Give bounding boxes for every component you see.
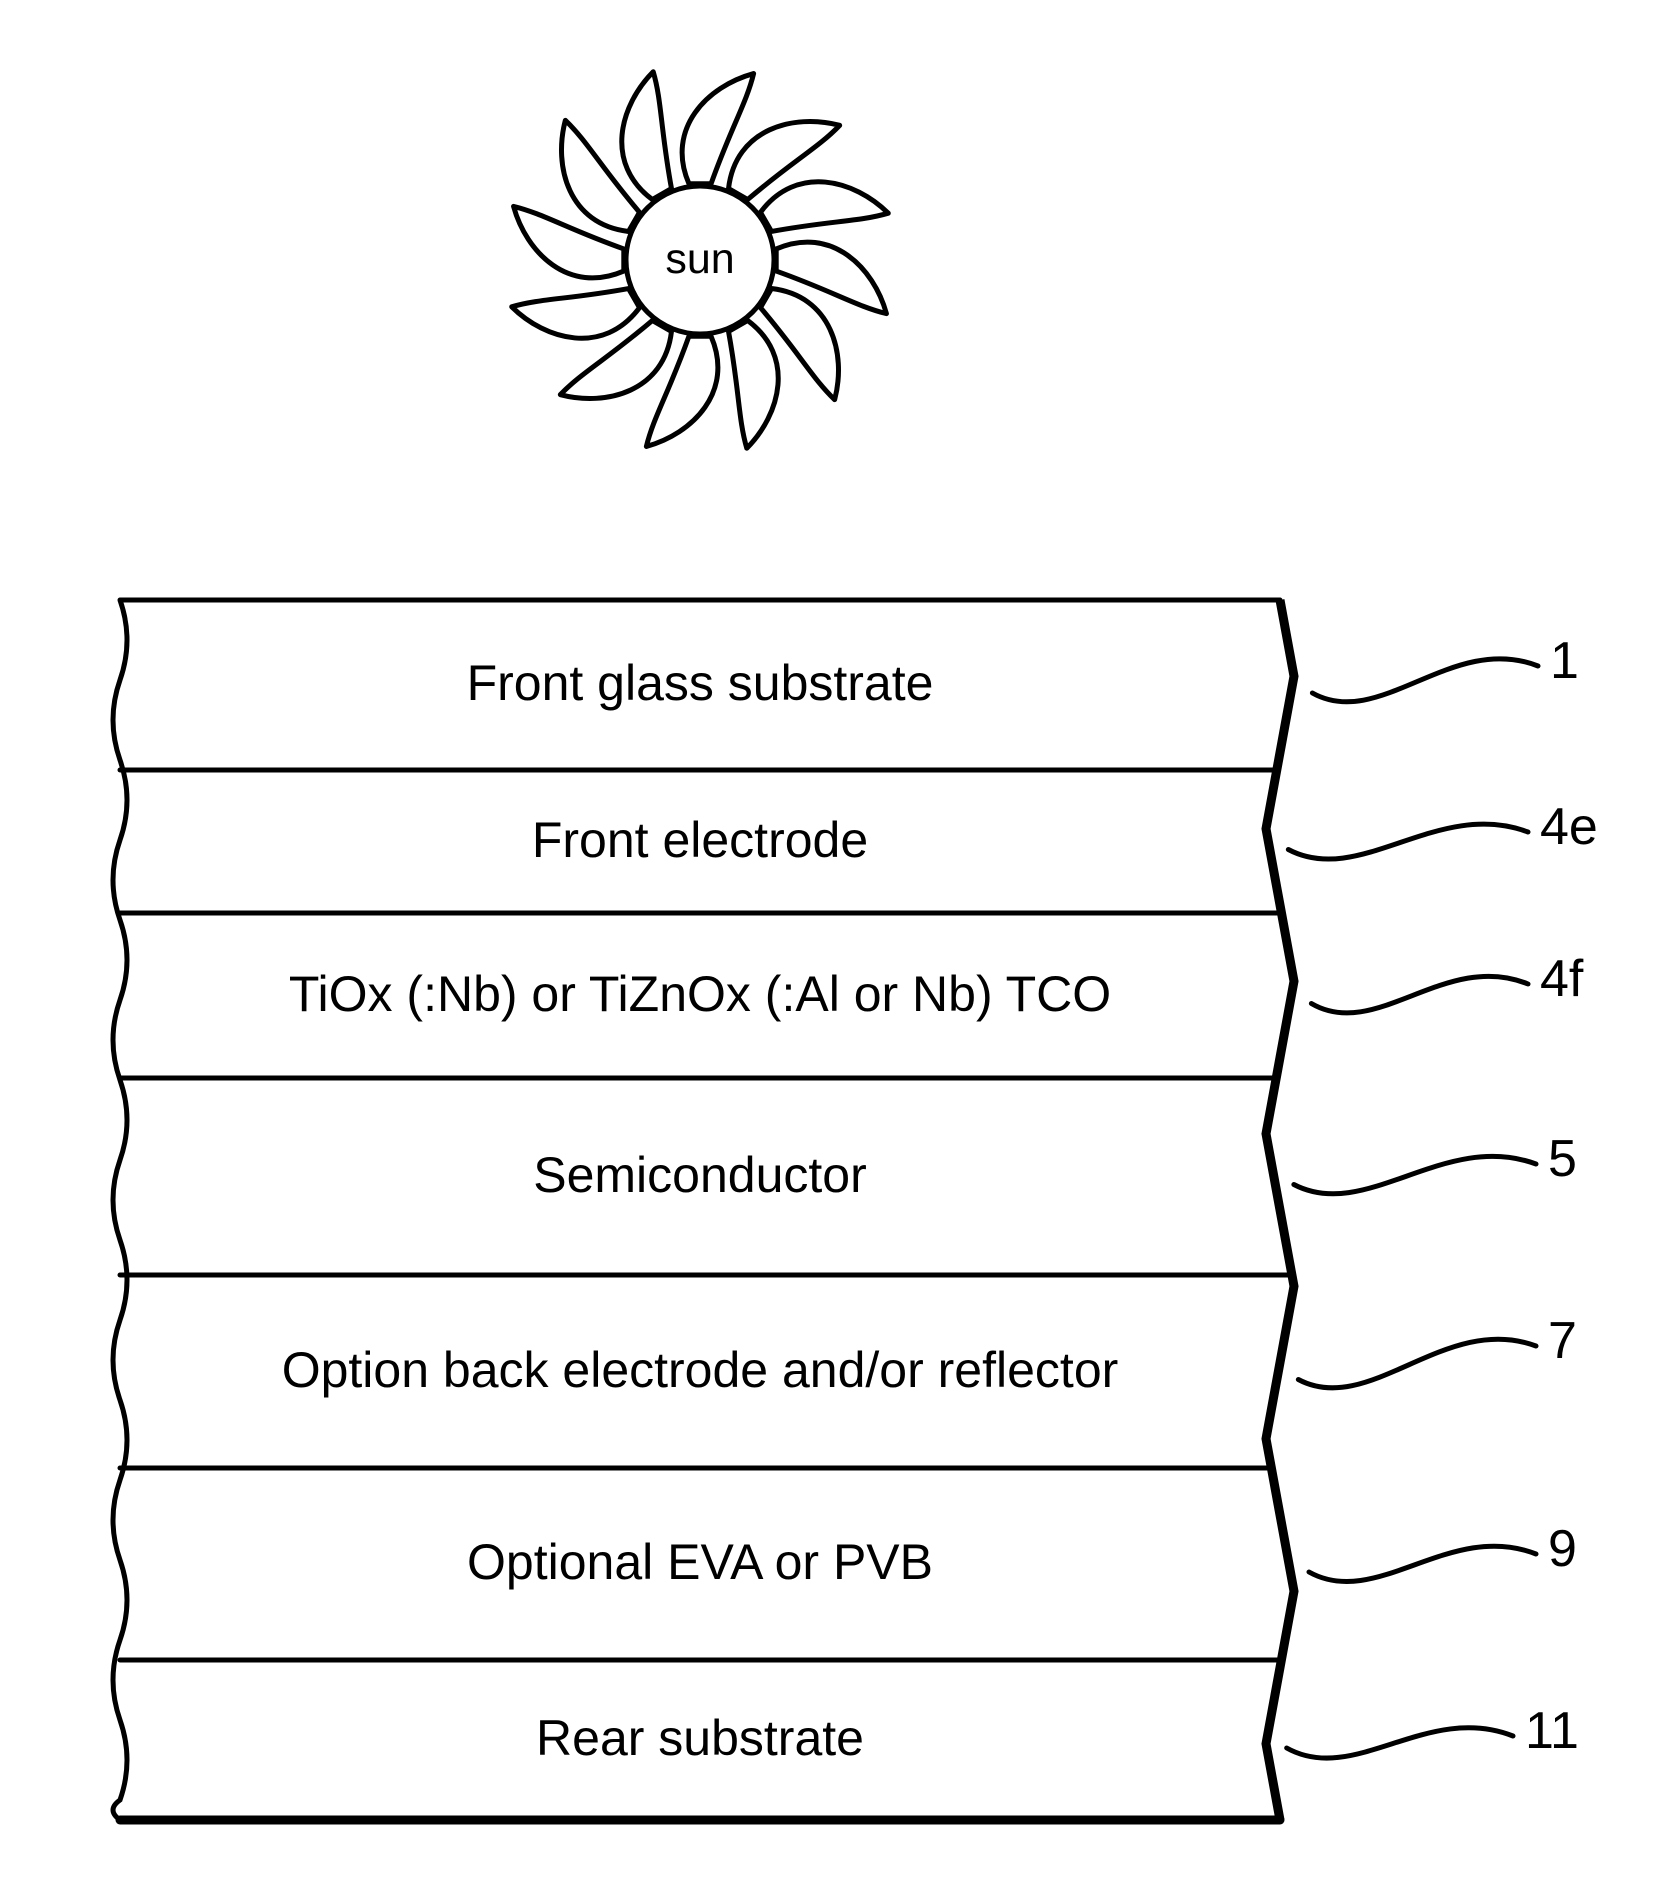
layer-label: Rear substrate	[200, 1709, 1200, 1767]
layer-label: Option back electrode and/or reflector	[200, 1341, 1200, 1399]
ref-numeral: 4f	[1540, 949, 1583, 1009]
ref-numeral: 9	[1548, 1519, 1577, 1579]
ref-numeral: 5	[1548, 1129, 1577, 1189]
layer-label: Front glass substrate	[200, 654, 1200, 712]
layer-label: Semiconductor	[200, 1146, 1200, 1204]
layer-label: Front electrode	[200, 811, 1200, 869]
ref-numeral: 4e	[1540, 797, 1598, 857]
layer-label: Optional EVA or PVB	[200, 1533, 1200, 1591]
sun-label: sun	[640, 235, 760, 284]
ref-numeral: 1	[1550, 631, 1579, 691]
ref-numeral: 11	[1525, 1701, 1579, 1761]
layer-label: TiOx (:Nb) or TiZnOx (:Al or Nb) TCO	[200, 965, 1200, 1023]
ref-numeral: 7	[1548, 1311, 1577, 1371]
